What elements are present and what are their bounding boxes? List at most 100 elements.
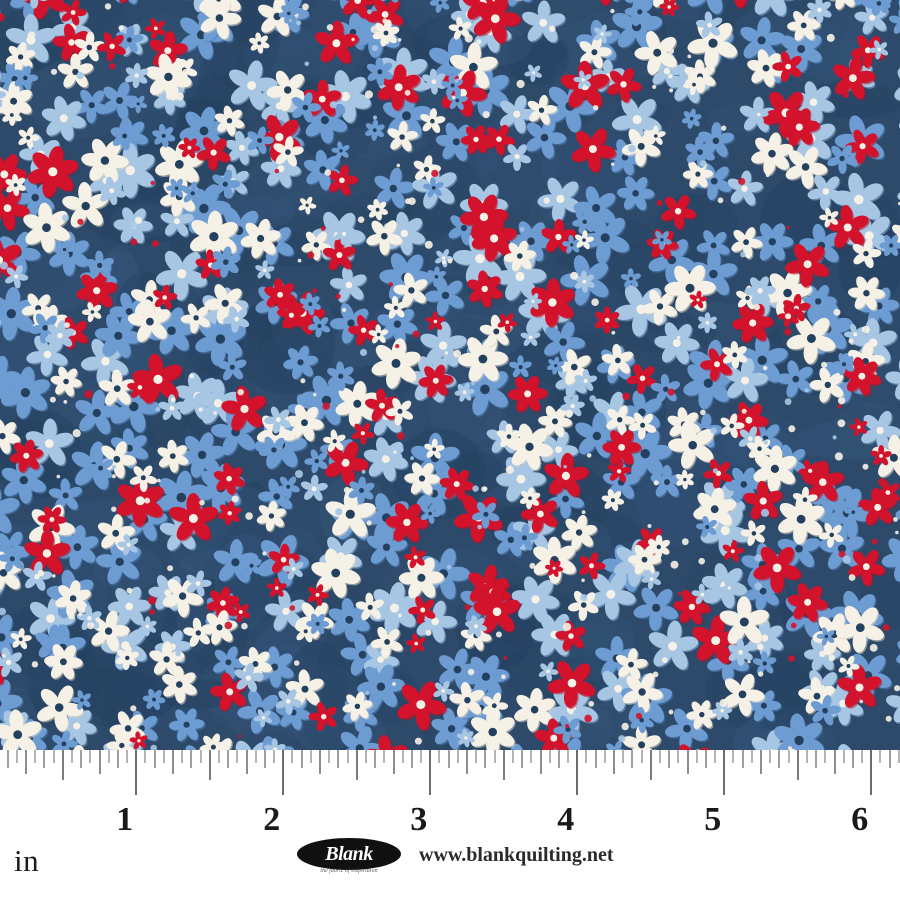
ruler-tick: [622, 750, 625, 763]
ruler-tick: [824, 750, 827, 763]
ruler-tick: [539, 750, 542, 774]
ruler-tick: [25, 750, 27, 774]
ruler-tick: [401, 750, 404, 763]
ruler-tick: [364, 750, 367, 763]
ruler-tick: [429, 750, 432, 795]
ruler-inch-label-2: 2: [263, 801, 281, 838]
ruler-tick: [695, 750, 698, 763]
ruler-tick: [870, 750, 873, 795]
ruler-tick: [888, 750, 891, 768]
ruler-tick: [861, 750, 864, 763]
ruler-tick: [796, 750, 799, 780]
ruler-tick: [851, 750, 854, 768]
ruler-tick: [15, 750, 18, 763]
logo-wordmark: Blank: [325, 842, 373, 865]
ruler-tick: [181, 750, 184, 763]
ruler-tick: [787, 750, 790, 763]
ruler-tick: [613, 750, 615, 774]
ruler-tick: [52, 750, 55, 763]
ruler-tick: [769, 750, 772, 763]
ruler-inch-label-6: 6: [851, 801, 869, 838]
ruler-tick: [208, 750, 211, 780]
ruler-tick: [704, 750, 707, 768]
ruler-tick: [34, 750, 37, 763]
ruler-tick: [466, 750, 468, 774]
ruler-tick: [383, 750, 386, 763]
ruler-tick: [172, 750, 174, 774]
ruler-tick: [144, 750, 147, 763]
ruler-tick: [346, 750, 349, 763]
ruler-tick: [833, 750, 836, 774]
ruler-tick: [61, 750, 64, 780]
ruler-tick: [548, 750, 551, 763]
website-url[interactable]: www.blankquilting.net: [419, 844, 614, 866]
ruler-inch-label-1: 1: [116, 801, 134, 838]
ruler-tick: [631, 750, 634, 768]
ruler-tick: [502, 750, 505, 780]
ruler-tick: [714, 750, 717, 763]
ruler-tick: [521, 750, 524, 768]
ruler-tick: [879, 750, 882, 763]
ruler-tick: [511, 750, 514, 763]
ruler-tick: [760, 750, 762, 774]
ruler-tick: [594, 750, 597, 768]
ruler-tick: [199, 750, 202, 763]
ruler-tick: [374, 750, 377, 768]
ruler-tick: [282, 750, 285, 795]
ruler-tick: [741, 750, 744, 768]
ruler-tick: [80, 750, 83, 768]
logo-tagline: the fabric of inspiration: [320, 868, 378, 874]
ruler-tick: [355, 750, 358, 780]
ruler-tick: [337, 750, 340, 768]
ruler-tick: [263, 750, 266, 768]
ruler-tick: [649, 750, 652, 780]
ruler-tick: [319, 750, 321, 774]
ruler-tick: [640, 750, 643, 763]
floral-pattern: [0, 0, 900, 750]
ruler-tick: [658, 750, 661, 763]
ruler-tick: [162, 750, 165, 763]
ruler-tick: [236, 750, 239, 763]
ruler-tick: [245, 750, 248, 774]
ruler-tick: [484, 750, 487, 768]
ruler-tick: [557, 750, 560, 768]
ruler-tick: [805, 750, 808, 763]
fabric-swatch-image: [0, 0, 900, 750]
ruler-tick: [70, 750, 73, 763]
ruler-tick: [89, 750, 92, 763]
ruler-tick: [493, 750, 496, 763]
ruler-tick: [686, 750, 689, 774]
ruler-tick: [6, 750, 9, 768]
ruler-tick: [135, 750, 138, 795]
ruler-tick: [153, 750, 156, 768]
ruler-tick: [603, 750, 606, 763]
ruler-inch-label-4: 4: [557, 801, 575, 838]
logo-oval-shape: [297, 838, 401, 870]
ruler-tick: [328, 750, 331, 763]
blank-quilting-logo[interactable]: Blank the fabric of inspiration: [297, 838, 401, 878]
ruler-tick: [254, 750, 257, 763]
ruler-tick: [815, 750, 818, 768]
ruler-tick: [116, 750, 119, 768]
measurement-ruler: 1 2 3 4 5 6: [0, 750, 900, 900]
ruler-tick: [668, 750, 671, 768]
ruler-tick: [107, 750, 110, 763]
ruler-tick: [291, 750, 294, 763]
ruler-tick: [190, 750, 193, 768]
ruler-tick: [300, 750, 303, 768]
ruler-tick: [723, 750, 726, 795]
ruler-tick: [677, 750, 680, 763]
ruler-tick: [576, 750, 579, 795]
ruler-tick: [447, 750, 450, 768]
ruler-tick: [732, 750, 735, 763]
ruler-tick-marks: [0, 750, 900, 845]
ruler-tick: [273, 750, 276, 763]
ruler-tick: [227, 750, 230, 768]
brand-block: Blank the fabric of inspiration www.blan…: [297, 836, 717, 894]
ruler-tick: [897, 750, 900, 763]
ruler-tick: [98, 750, 101, 774]
ruler-tick: [778, 750, 781, 768]
ruler-tick: [217, 750, 220, 763]
ruler-tick: [456, 750, 459, 763]
